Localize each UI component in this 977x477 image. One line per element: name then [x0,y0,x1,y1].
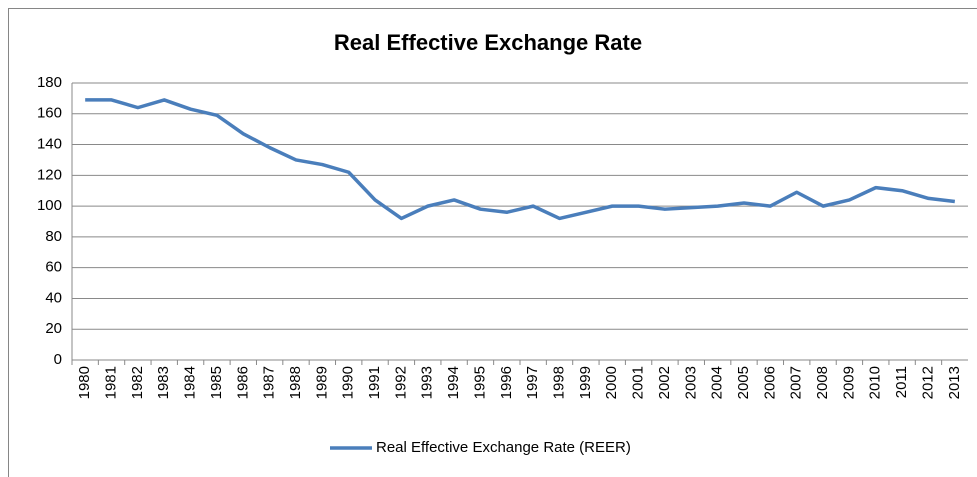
y-tick-label: 100 [37,197,62,214]
x-tick-label: 1987 [261,366,278,399]
x-tick-label: 1988 [287,366,304,399]
legend-label: Real Effective Exchange Rate (REER) [376,439,631,456]
x-tick-label: 1982 [129,366,146,399]
x-tick-label: 2012 [919,366,936,399]
x-tick-label: 1980 [76,366,93,399]
y-tick-label: 60 [45,259,62,276]
x-tick-label: 2008 [814,366,831,399]
x-tick-label: 1995 [471,366,488,399]
x-tick-label: 1997 [524,366,541,399]
x-tick-label: 1986 [234,366,251,399]
x-tick-label: 1985 [208,366,225,399]
x-tick-label: 1998 [550,366,567,399]
line-series [85,98,956,221]
y-tick-label: 20 [45,320,62,337]
y-tick-label: 80 [45,228,62,245]
x-tick-label: 2009 [840,366,857,399]
x-tick-label: 1983 [155,366,172,399]
x-tick-label: 2007 [788,366,805,399]
x-tick-label: 1993 [419,366,436,399]
x-tick-label: 2010 [867,366,884,399]
x-tick-label: 2000 [603,366,620,399]
y-tick-label: 40 [45,289,62,306]
x-tick-label: 2011 [893,366,910,398]
x-tick-label: 1984 [182,366,199,399]
y-tick-label: 140 [37,136,62,153]
y-tick-label: 160 [37,105,62,122]
x-tick-label: 1994 [445,366,462,399]
y-tick-label: 0 [54,351,62,368]
chart-title: Real Effective Exchange Rate [334,30,642,55]
x-tick-label: 1992 [392,366,409,399]
x-tick-label: 1996 [498,366,515,399]
x-tick-label: 2004 [709,366,726,399]
y-tick-label: 180 [37,74,62,91]
x-tick-label: 1989 [313,366,330,399]
x-tick-label: 2003 [682,366,699,399]
y-tick-label: 120 [37,166,62,183]
x-tick-label: 1990 [340,366,357,399]
x-tick-label: 2006 [761,366,778,399]
x-tick-label: 1991 [366,366,383,399]
x-tick-label: 2005 [735,366,752,399]
x-tick-label: 2002 [656,366,673,399]
x-tick-label: 2013 [946,366,963,399]
x-tick-label: 2001 [630,366,647,399]
x-tick-label: 1999 [577,366,594,399]
x-tick-label: 1981 [102,366,119,399]
